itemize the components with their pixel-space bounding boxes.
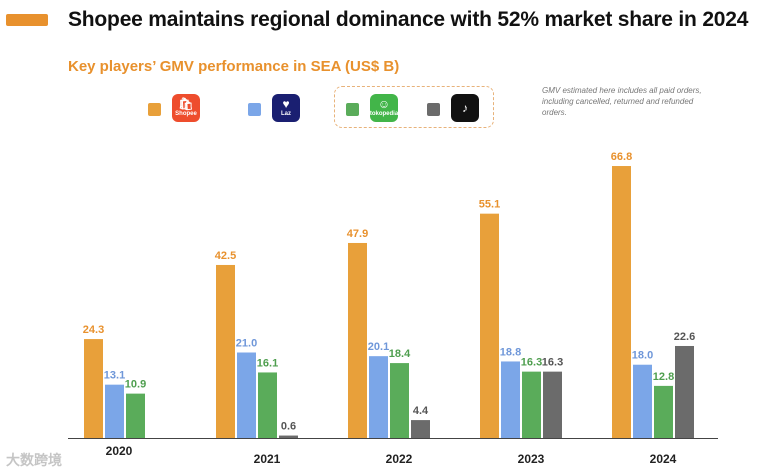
- lazada-logo-icon: ♥ Laz: [272, 94, 300, 122]
- x-tick-label-2021: 2021: [254, 452, 281, 466]
- legend-swatch-shopee: [148, 103, 161, 116]
- value-label-tokopedia-2021: 16.1: [257, 357, 278, 369]
- value-label-shopee-2023: 55.1: [479, 199, 500, 211]
- gmv-note: GMV estimated here includes all paid ord…: [542, 86, 702, 117]
- x-tick-label-2022: 2022: [386, 452, 413, 466]
- legend-swatch-tiktok: [427, 103, 440, 116]
- watermark: 大数跨境: [6, 452, 62, 468]
- bar-shopee-2022: [348, 242, 367, 438]
- bar-lazada-2023: [501, 361, 520, 438]
- legend-swatch-tokopedia: [346, 103, 359, 116]
- bar-tiktok-2023: [543, 371, 562, 438]
- value-label-lazada-2021: 21.0: [236, 338, 257, 350]
- bar-shopee-2023: [480, 213, 499, 438]
- legend-highlight-box: [334, 86, 494, 128]
- shopee-logo-icon: 🛍 Shopee: [172, 94, 200, 122]
- bar-tokopedia-2022: [390, 363, 409, 438]
- bar-tiktok-2022: [411, 420, 430, 438]
- value-label-tokopedia-2024: 12.8: [653, 371, 674, 383]
- bar-tokopedia-2021: [258, 372, 277, 438]
- bar-lazada-2022: [369, 356, 388, 438]
- value-label-lazada-2020: 13.1: [104, 370, 125, 382]
- value-label-tiktok-2024: 22.6: [674, 331, 695, 343]
- bar-tokopedia-2024: [654, 385, 673, 438]
- x-tick-label-2024: 2024: [650, 452, 677, 466]
- value-label-tiktok-2022: 4.4: [413, 405, 429, 417]
- value-label-shopee-2022: 47.9: [347, 228, 368, 240]
- value-label-tokopedia-2023: 16.3: [521, 357, 542, 369]
- bar-lazada-2020: [105, 384, 124, 438]
- value-label-shopee-2024: 66.8: [611, 151, 632, 163]
- value-label-lazada-2024: 18.0: [632, 350, 653, 362]
- value-label-shopee-2021: 42.5: [215, 250, 236, 262]
- value-label-tokopedia-2022: 18.4: [389, 348, 411, 360]
- bar-tokopedia-2020: [126, 393, 145, 438]
- tokopedia-logo-icon: ☺ tokopedia: [370, 94, 398, 122]
- value-label-tiktok-2023: 16.3: [542, 357, 563, 369]
- bar-shopee-2021: [216, 264, 235, 438]
- value-label-lazada-2023: 18.8: [500, 346, 521, 358]
- chart-subtitle: Key players’ GMV performance in SEA (US$…: [68, 58, 400, 75]
- x-tick-label-2023: 2023: [518, 452, 545, 466]
- value-label-lazada-2022: 20.1: [368, 341, 389, 353]
- title-accent-bar: [6, 14, 48, 26]
- bar-tiktok-2021: [279, 435, 298, 438]
- bar-lazada-2021: [237, 352, 256, 438]
- value-label-tiktok-2021: 0.6: [281, 421, 296, 433]
- bar-lazada-2024: [633, 364, 652, 438]
- bar-tokopedia-2023: [522, 371, 541, 438]
- legend-swatch-lazada: [248, 103, 261, 116]
- bar-tiktok-2024: [675, 345, 694, 438]
- value-label-shopee-2020: 24.3: [83, 324, 104, 336]
- bar-shopee-2024: [612, 166, 631, 438]
- value-label-tokopedia-2020: 10.9: [125, 379, 146, 391]
- bar-shopee-2020: [84, 339, 103, 438]
- x-tick-label-2020: 2020: [106, 444, 133, 458]
- page-title: Shopee maintains regional dominance with…: [68, 8, 749, 31]
- tiktok-logo-icon: ♪: [451, 94, 479, 122]
